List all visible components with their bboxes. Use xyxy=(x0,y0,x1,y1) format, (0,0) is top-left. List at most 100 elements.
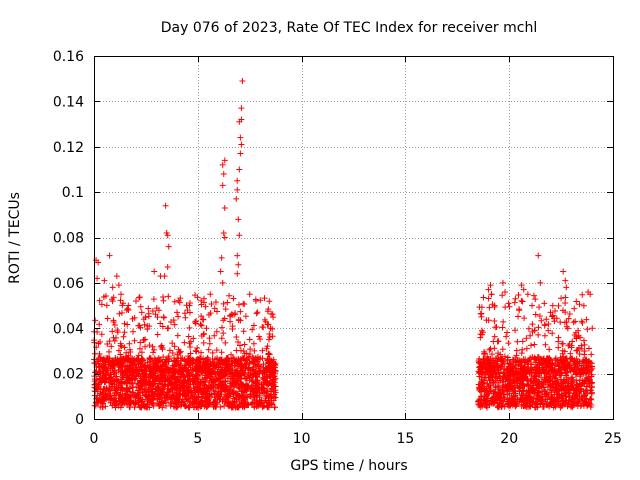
data-point xyxy=(250,322,257,329)
data-point xyxy=(214,308,221,315)
data-point xyxy=(213,347,220,354)
data-point xyxy=(121,329,128,336)
data-point xyxy=(126,384,133,391)
data-point xyxy=(113,273,120,280)
data-point xyxy=(261,295,268,302)
data-point xyxy=(160,314,167,321)
data-point xyxy=(118,401,125,408)
data-point xyxy=(203,325,210,332)
y-tick-label: 0.08 xyxy=(53,231,84,247)
data-point xyxy=(203,399,210,406)
data-point xyxy=(491,333,498,340)
data-point xyxy=(192,347,199,354)
data-point xyxy=(265,336,272,343)
y-tick-labels: 0 0.02 0.04 0.06 0.08 0.1 0.12 0.14 0.16 xyxy=(53,49,84,428)
data-point xyxy=(186,368,193,375)
data-point xyxy=(555,344,562,351)
data-point xyxy=(151,391,158,398)
data-point xyxy=(165,243,172,250)
data-point xyxy=(262,318,269,325)
data-point xyxy=(166,347,173,354)
data-point xyxy=(249,326,256,333)
data-point xyxy=(162,202,169,209)
data-point xyxy=(177,370,184,377)
data-point xyxy=(110,317,117,324)
data-point xyxy=(169,362,176,369)
data-point xyxy=(111,401,118,408)
data-point xyxy=(563,284,570,291)
data-point xyxy=(131,404,138,411)
data-point xyxy=(266,330,273,337)
data-point xyxy=(246,336,253,343)
data-point xyxy=(480,294,487,301)
data-point xyxy=(251,393,258,400)
data-point xyxy=(238,105,245,112)
data-point xyxy=(208,300,215,307)
data-point xyxy=(219,182,226,189)
data-point xyxy=(149,307,156,314)
data-point xyxy=(159,323,166,330)
data-point xyxy=(151,268,158,275)
data-point xyxy=(185,333,192,340)
y-tick-label: 0.14 xyxy=(53,94,84,110)
data-point xyxy=(571,305,578,312)
data-point xyxy=(115,347,122,354)
data-point xyxy=(206,335,213,342)
data-point xyxy=(499,292,506,299)
data-point xyxy=(257,336,264,343)
data-point xyxy=(519,298,526,305)
data-point xyxy=(218,254,225,261)
data-point xyxy=(218,335,225,342)
data-point xyxy=(489,351,496,358)
data-point xyxy=(136,294,143,301)
data-point xyxy=(505,340,512,347)
data-point xyxy=(116,310,123,317)
y-tick-label: 0.12 xyxy=(53,140,84,156)
data-point xyxy=(174,332,181,339)
data-point xyxy=(199,398,206,405)
data-point xyxy=(234,186,241,193)
data-point xyxy=(557,319,564,326)
data-point xyxy=(221,315,228,322)
data-point xyxy=(97,338,104,345)
data-point xyxy=(199,316,206,323)
data-point xyxy=(121,320,128,327)
data-point xyxy=(541,322,548,329)
data-point xyxy=(226,387,233,394)
data-point xyxy=(514,338,521,345)
data-point xyxy=(119,372,126,379)
data-point xyxy=(236,166,243,173)
data-point xyxy=(187,338,194,345)
data-point xyxy=(515,291,522,298)
data-point xyxy=(183,380,190,387)
data-point xyxy=(512,295,519,302)
data-point xyxy=(249,399,256,406)
data-point xyxy=(222,306,229,313)
data-point xyxy=(240,328,247,335)
data-point xyxy=(233,333,240,340)
data-point xyxy=(219,279,226,286)
data-point xyxy=(202,372,209,379)
data-point xyxy=(133,364,140,371)
data-point xyxy=(266,298,273,305)
data-point xyxy=(171,343,178,350)
data-point xyxy=(235,261,242,268)
data-point xyxy=(260,364,267,371)
data-point xyxy=(530,292,537,299)
data-point xyxy=(535,252,542,259)
data-point xyxy=(111,321,118,328)
data-point xyxy=(183,371,190,378)
data-point xyxy=(133,384,140,391)
data-point xyxy=(192,320,199,327)
data-point xyxy=(155,307,162,314)
data-point xyxy=(531,341,538,348)
data-point xyxy=(137,303,144,310)
data-point xyxy=(146,397,153,404)
data-point xyxy=(532,311,539,318)
data-point xyxy=(117,391,124,398)
data-point xyxy=(254,309,261,316)
data-point xyxy=(265,404,272,411)
data-point xyxy=(201,394,208,401)
data-point xyxy=(573,298,580,305)
